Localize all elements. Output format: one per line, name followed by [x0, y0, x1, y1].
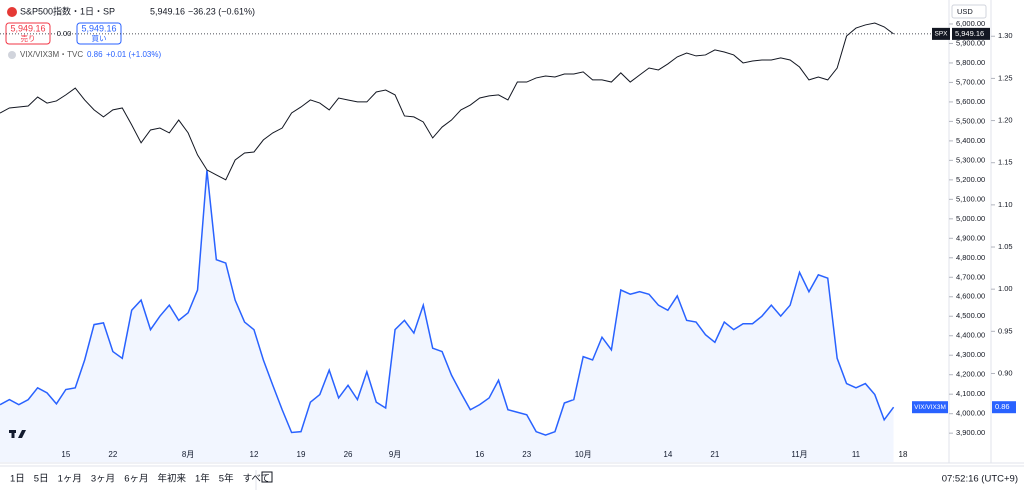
x-tick-label: 12: [250, 450, 259, 459]
spread: 0.00: [57, 29, 72, 38]
compare-icon: [8, 51, 16, 59]
clock: 07:52:16 (UTC+9): [942, 474, 1018, 485]
compare-change: +0.01 (+1.03%): [106, 50, 161, 59]
logo-part: [11, 430, 15, 438]
change: −36.23 (−0.61%): [188, 6, 255, 16]
x-tick-label: 26: [344, 450, 353, 459]
range-button[interactable]: 6ヶ月: [124, 474, 148, 485]
x-tick-label: 15: [61, 450, 70, 459]
x-tick-label: 11月: [791, 450, 807, 459]
x-tick-label: 21: [710, 450, 719, 459]
y-tick-label: 5,500.00: [956, 116, 985, 125]
y-tick-label: 4,700.00: [956, 272, 985, 281]
y-tick-label: 4,300.00: [956, 350, 985, 359]
logo: [9, 430, 26, 438]
y-tick-label: 4,600.00: [956, 292, 985, 301]
y-tick-label: 5,200.00: [956, 175, 985, 184]
y2-tick-label: 0.90: [998, 368, 1013, 377]
series-line: [0, 22, 894, 181]
symbol-name[interactable]: S&P500指数・1日・SP: [20, 5, 115, 16]
y-tick-label: 4,900.00: [956, 233, 985, 242]
sell-price: 5,949.16: [10, 23, 45, 33]
y2-tick-label: 1.00: [998, 284, 1013, 293]
buy-label: 買い: [92, 34, 107, 43]
price: 5,949.16: [150, 6, 185, 16]
y-tick-label: 5,100.00: [956, 194, 985, 203]
x-tick-label: 10月: [575, 450, 592, 459]
last-value-label: 5,949.16: [955, 29, 984, 38]
x-tick-label: 8月: [182, 450, 194, 459]
y-tick-label: 4,100.00: [956, 389, 985, 398]
buy-price: 5,949.16: [81, 23, 116, 33]
y2-tick-label: 1.30: [998, 31, 1013, 40]
series-tag: [932, 27, 950, 40]
series-tag: [912, 401, 948, 414]
y-tick-label: 5,300.00: [956, 155, 985, 164]
y-tick-label: 5,700.00: [956, 77, 985, 86]
x-tick-label: 16: [475, 450, 484, 459]
range-button[interactable]: 3ヶ月: [91, 474, 115, 485]
y-tick-label: 3,900.00: [956, 428, 985, 437]
last-value-tag: [952, 27, 990, 40]
y-tick-label: 4,000.00: [956, 409, 985, 418]
series-tag-name: SPX: [934, 31, 948, 38]
compare-name[interactable]: VIX/VIX3M・TVC: [20, 50, 83, 59]
x-tick-label: 19: [297, 450, 306, 459]
y-tick-label: 6,000.00: [956, 19, 985, 28]
last-value-tag: [992, 401, 1016, 414]
range-button[interactable]: 1年: [195, 473, 210, 485]
range-button[interactable]: すべて: [243, 474, 270, 485]
y2-tick-label: 1.20: [998, 116, 1013, 125]
series-line: [0, 170, 895, 436]
symbol-icon: [7, 7, 17, 17]
y2-tick-label: 1.10: [998, 200, 1013, 209]
y2-tick-label: 1.05: [998, 242, 1013, 251]
currency: USD: [957, 7, 973, 16]
x-tick-label: 9月: [389, 450, 401, 459]
range-button[interactable]: 1日: [10, 474, 25, 485]
y-tick-label: 5,400.00: [956, 136, 985, 145]
y-tick-label: 5,900.00: [956, 38, 985, 47]
y-tick-label: 5,000.00: [956, 214, 985, 223]
compare-value: 0.86: [87, 50, 103, 59]
x-tick-label: 14: [663, 450, 672, 459]
y2-tick-label: 0.95: [998, 326, 1013, 335]
range-button[interactable]: 5年: [219, 473, 234, 485]
y-tick-label: 4,800.00: [956, 253, 985, 262]
x-tick-label: 23: [522, 450, 531, 459]
range-button[interactable]: 5日: [34, 474, 49, 485]
range-button[interactable]: 1ヶ月: [58, 474, 82, 485]
y-tick-label: 5,600.00: [956, 97, 985, 106]
x-tick-label: 11: [852, 450, 861, 459]
last-value-label: 0.86: [995, 402, 1010, 411]
currency-button[interactable]: [951, 4, 987, 19]
y2-tick-label: 1.15: [998, 158, 1013, 167]
range-button[interactable]: 年初来: [157, 473, 186, 485]
y-tick-label: 5,800.00: [956, 58, 985, 67]
x-tick-label: 22: [108, 450, 117, 459]
y-tick-label: 4,200.00: [956, 370, 985, 379]
series-tag-name: VIX/VIX3M: [914, 404, 946, 411]
y-tick-label: 4,400.00: [956, 331, 985, 340]
x-tick-label: 18: [899, 450, 908, 459]
y2-tick-label: 1.25: [998, 73, 1013, 82]
logo-part: [18, 430, 26, 438]
series-area: [0, 170, 894, 463]
sell-label: 売り: [21, 33, 36, 43]
y-tick-label: 4,500.00: [956, 311, 985, 320]
date-range-icon[interactable]: [261, 471, 273, 483]
